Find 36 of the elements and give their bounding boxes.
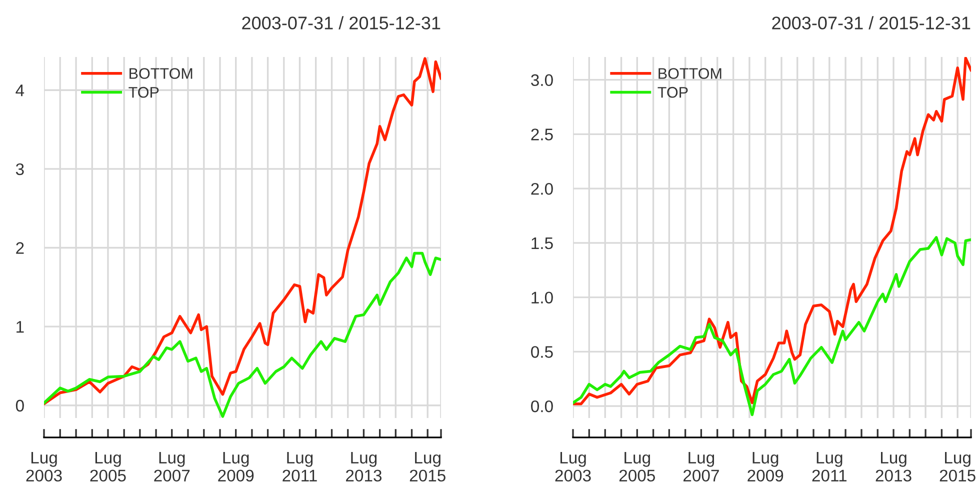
x-tick-label: Lug 2009 (218, 452, 254, 482)
line-series (573, 236, 971, 416)
line-series (44, 252, 441, 418)
y-tick-label: 1 (16, 321, 24, 333)
x-tick-label: Lug 2015 (410, 452, 446, 482)
y-tick-label: 1.5 (532, 238, 553, 250)
x-tick-label: Lug 2011 (812, 452, 846, 482)
chart-title: 2003-07-31 / 2015-12-31 (242, 16, 440, 30)
x-tick-label: Lug 2007 (154, 452, 190, 482)
y-tick-label: 2.5 (531, 128, 553, 140)
x-tick-label: Lug 2003 (26, 452, 62, 482)
y-tick-label: 3 (16, 163, 24, 176)
y-tick-label: 1.0 (532, 292, 553, 304)
y-tick-label: 4 (16, 84, 24, 96)
x-tick-label: Lug 2013 (346, 452, 382, 482)
y-tick-label: 3.0 (531, 74, 553, 86)
y-tick-label: 0 (16, 400, 24, 412)
x-tick-label: Lug 2015 (940, 452, 976, 482)
x-tick-label: Lug 2011 (282, 452, 317, 482)
legend-label: TOP (658, 86, 688, 98)
y-tick-label: 2 (16, 242, 24, 254)
line-series (573, 57, 971, 406)
legend-label: BOTTOM (658, 68, 722, 79)
y-tick-label: 0.5 (531, 346, 553, 358)
x-tick-label: Lug 2003 (555, 452, 591, 482)
legend-label: TOP (128, 86, 159, 98)
chart-title: 2003-07-31 / 2015-12-31 (772, 16, 970, 30)
x-tick-label: Lug 2005 (619, 452, 655, 482)
legend-label: BOTTOM (130, 68, 192, 79)
x-tick-label: Lug 2009 (748, 452, 784, 482)
x-tick-label: Lug 2007 (683, 452, 719, 482)
y-tick-label: 0.0 (531, 400, 553, 412)
x-tick-label: Lug 2013 (876, 452, 912, 482)
y-tick-label: 2.0 (531, 182, 553, 195)
x-tick-label: Lug 2005 (90, 452, 126, 482)
line-series (44, 57, 441, 406)
